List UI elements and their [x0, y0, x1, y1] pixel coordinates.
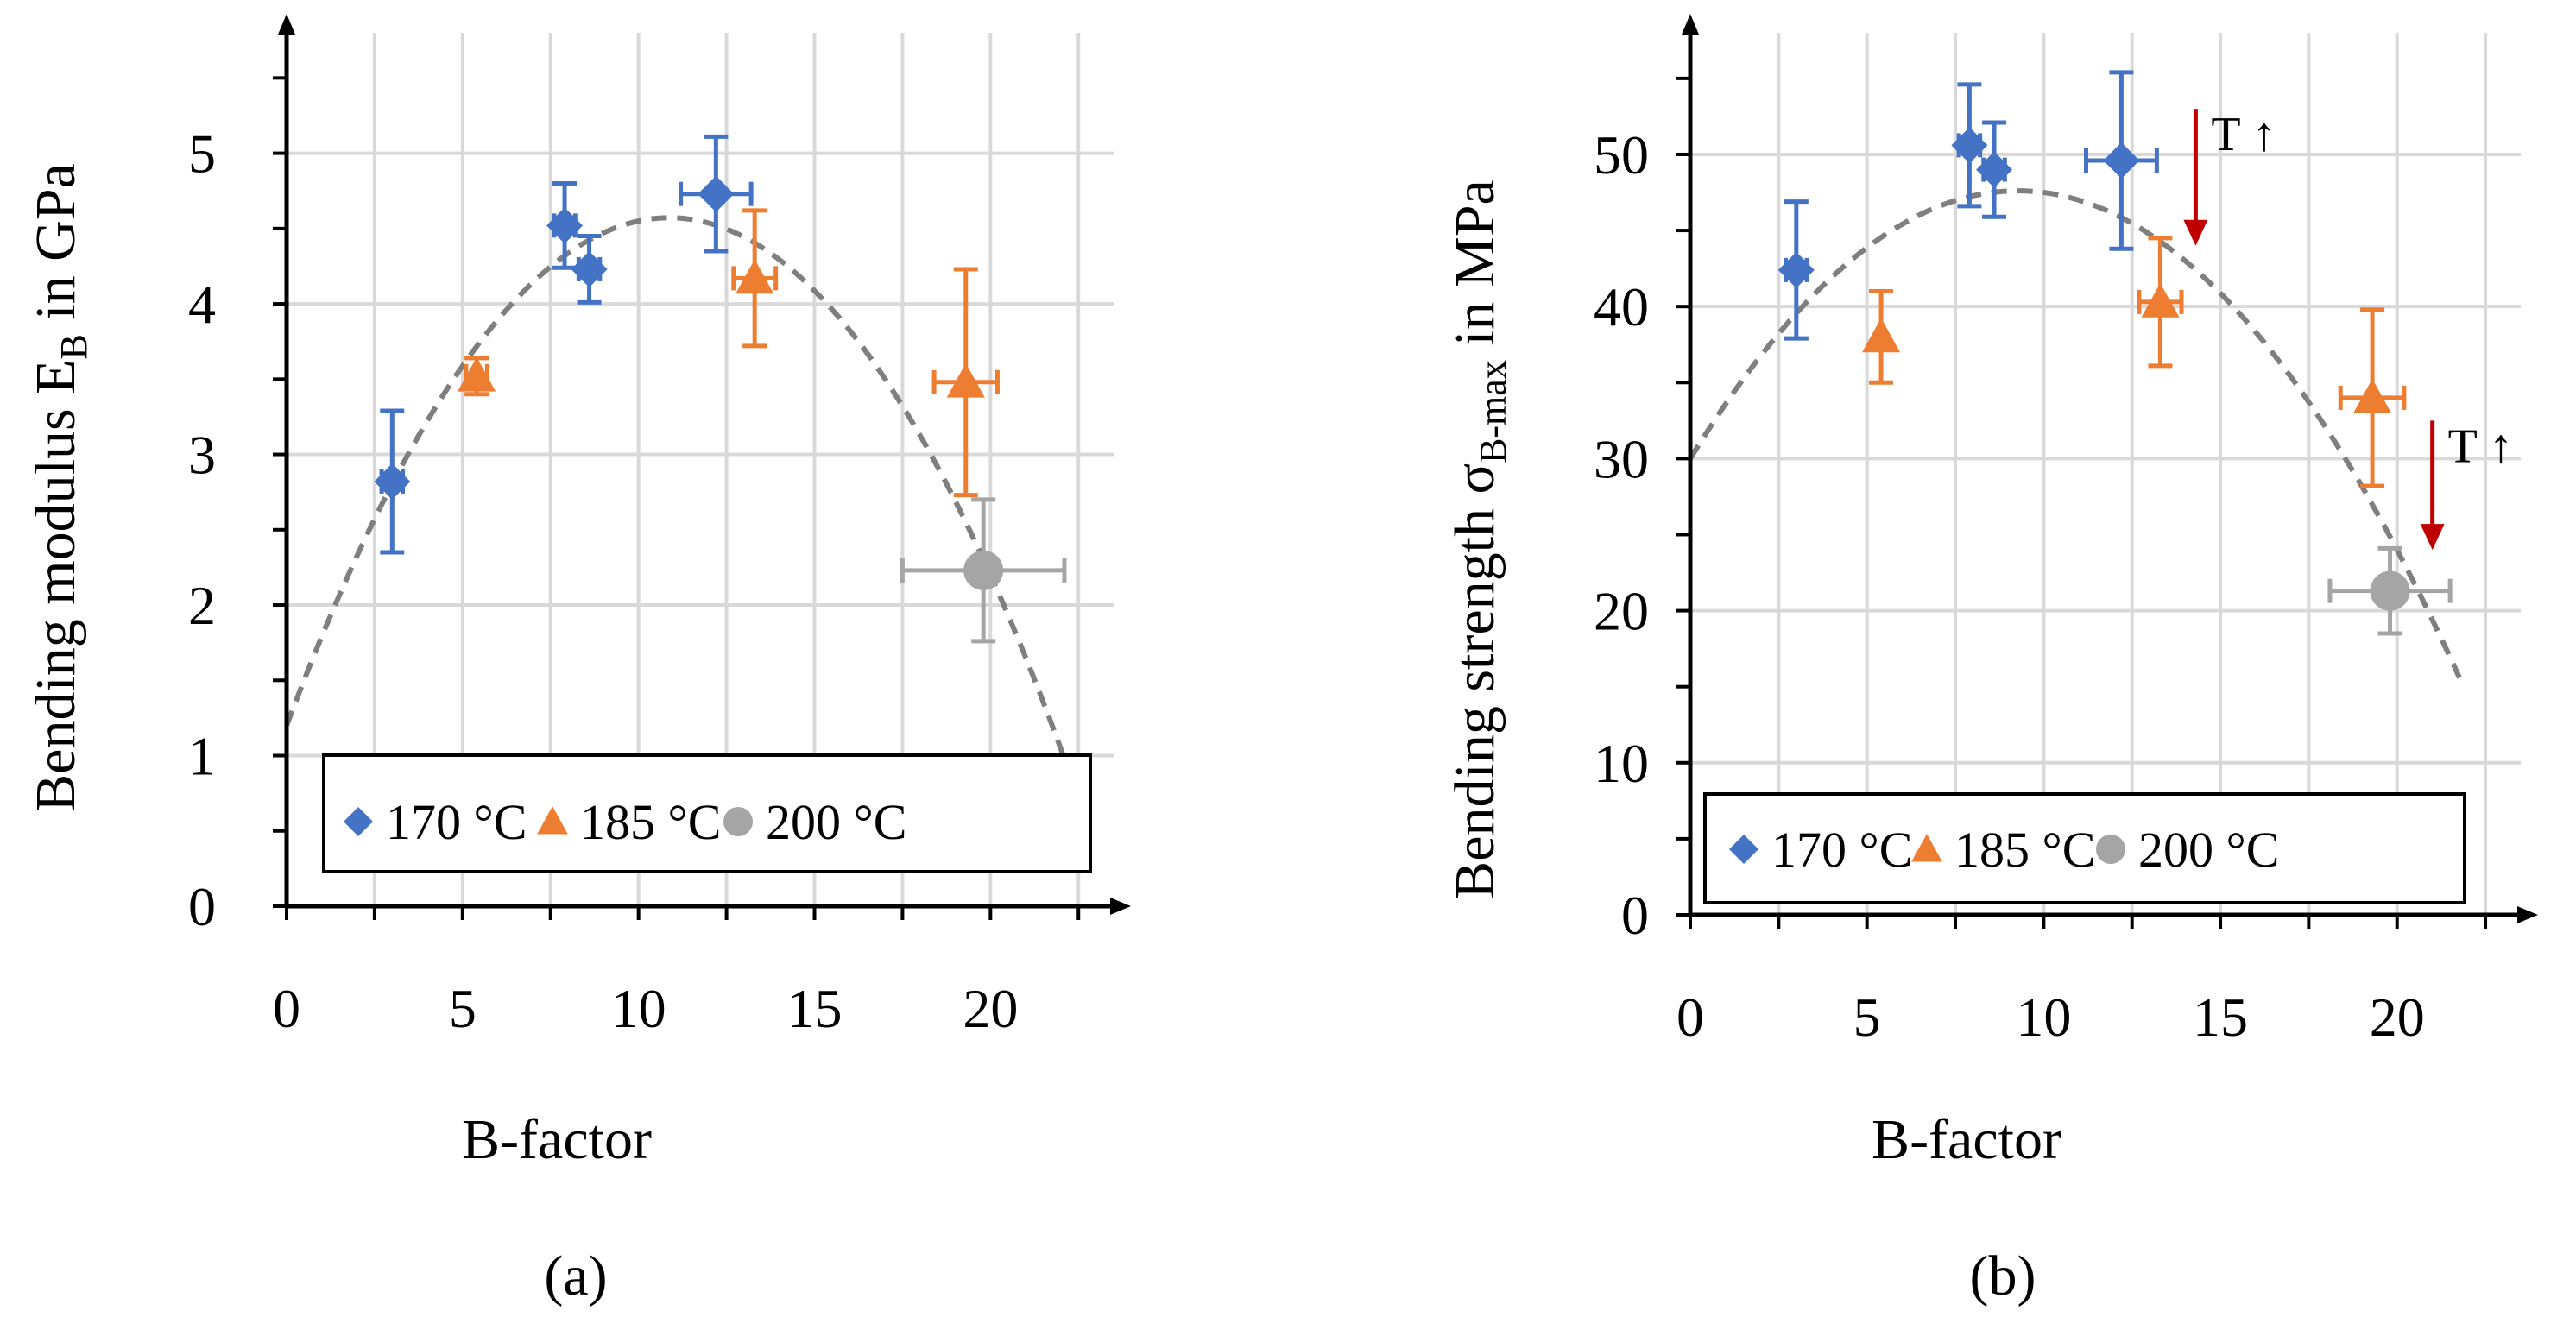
legend-marker-triangle — [1911, 834, 1942, 862]
legend-label: 200 °C — [2138, 822, 2279, 878]
x-tick-label: 20 — [963, 978, 1018, 1039]
y-axis-title-suffix: in MPa — [1443, 180, 1506, 360]
data-point-triangle — [2141, 282, 2180, 318]
x-tick-label: 15 — [786, 978, 842, 1039]
data-point-diamond — [546, 207, 584, 244]
legend-marker-diamond — [1729, 835, 1758, 864]
data-point-triangle — [458, 356, 496, 392]
y-tick-label: 0 — [188, 876, 216, 937]
panel-b-chart: 0 5 10 15 20 0 10 20 30 40 50 T ↑ T ↑ B-factor Bend… — [1443, 14, 2538, 1308]
data-point-triangle — [736, 259, 774, 294]
x-tick-label: 5 — [449, 978, 477, 1039]
x-tick-label: 15 — [2193, 986, 2248, 1048]
data-point-diamond — [2103, 142, 2140, 180]
data-point-diamond — [1976, 151, 2013, 188]
legend-box — [322, 753, 1092, 873]
x-axis-arrow — [1110, 898, 1131, 915]
y-axis-title: Bending modulus EB in GPa — [24, 163, 95, 812]
y-axis-title-subscript: B — [53, 334, 95, 359]
y-axis-title-main: Bending modulus E — [24, 360, 87, 812]
x-tick-label: 10 — [611, 978, 666, 1039]
y-tick-label: 3 — [188, 425, 216, 486]
temperature-arrowhead — [2420, 524, 2445, 551]
y-axis-title-subscript: B-max — [1472, 360, 1514, 463]
x-axis-title: B-factor — [462, 1108, 652, 1171]
data-point-diamond — [1951, 127, 1988, 164]
trendline — [1688, 188, 2464, 682]
y-tick-label: 2 — [188, 575, 216, 636]
x-tick-label: 5 — [1853, 986, 1881, 1048]
panel-label: (a) — [544, 1245, 607, 1308]
y-axis-title-suffix: in GPa — [24, 163, 87, 334]
x-tick-label: 10 — [2016, 986, 2071, 1048]
panel-a-chart: 0 5 10 15 20 0 1 2 3 4 5 B-factor Bending modulus … — [24, 14, 1131, 1308]
x-axis-title: B-factor — [1872, 1108, 2061, 1171]
y-tick-label: 10 — [1594, 733, 1649, 794]
legend: 170 °C 185 °C 200 °C — [322, 753, 1092, 873]
data-point-triangle — [1862, 318, 1901, 353]
legend-label: 185 °C — [580, 794, 721, 850]
y-tick-label: 0 — [1621, 885, 1649, 946]
panel-label: (b) — [1970, 1245, 2036, 1308]
data-point-diamond — [698, 175, 735, 212]
y-axis-arrow — [1682, 14, 1699, 35]
y-axis-title-main: Bending strength σ — [1443, 463, 1506, 899]
x-tick-label: 20 — [2370, 986, 2425, 1048]
legend-label: 170 °C — [386, 794, 527, 850]
y-axis-arrow — [278, 14, 295, 35]
legend-box — [1703, 792, 2466, 904]
y-tick-label: 30 — [1594, 428, 1649, 489]
legend-label: 170 °C — [1771, 822, 1912, 878]
temperature-label: T ↑ — [2448, 419, 2513, 473]
data-point-diamond — [571, 250, 608, 287]
y-axis-title: Bending strength σB-max in MPa — [1443, 180, 1514, 899]
trendline — [284, 215, 1067, 759]
y-tick-label: 20 — [1594, 581, 1649, 642]
y-tick-label: 40 — [1594, 276, 1649, 337]
legend-marker-circle — [2096, 835, 2125, 864]
y-tick-label: 5 — [188, 123, 216, 185]
legend: 170 °C 185 °C 200 °C — [1703, 792, 2466, 904]
data-point-triangle — [946, 362, 985, 398]
x-axis-arrow — [2517, 906, 2538, 923]
x-tick-label: 0 — [273, 978, 300, 1039]
legend-label: 200 °C — [766, 794, 906, 850]
temperature-arrowhead — [2183, 219, 2208, 246]
y-tick-label: 1 — [188, 726, 216, 787]
legend-marker-triangle — [537, 806, 568, 835]
data-point-triangle — [2353, 378, 2392, 413]
y-tick-label: 4 — [188, 274, 216, 335]
legend-marker-diamond — [344, 807, 373, 836]
x-tick-label: 0 — [1676, 986, 1704, 1048]
y-tick-label: 50 — [1594, 124, 1649, 186]
data-point-circle — [2370, 570, 2410, 611]
temperature-label: T ↑ — [2211, 108, 2276, 161]
data-point-diamond — [374, 463, 411, 500]
legend-label: 185 °C — [1954, 822, 2095, 878]
legend-marker-circle — [723, 807, 753, 836]
data-point-circle — [963, 550, 1004, 590]
data-point-diamond — [1777, 251, 1815, 288]
